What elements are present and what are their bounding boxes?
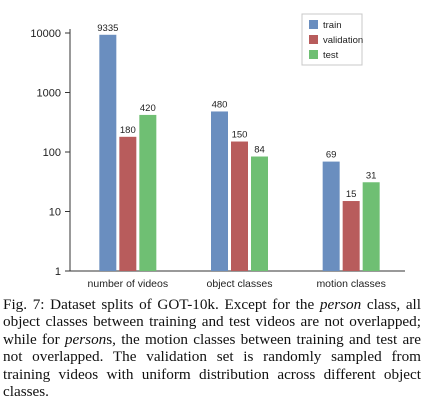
bar-value-label: 31 (366, 170, 377, 181)
x-axis-categories: number of videos object classes motion cla… (88, 278, 386, 290)
legend-label-train: train (323, 20, 341, 31)
bar-value-label: 180 (120, 125, 136, 136)
chart-legend: train validation test (301, 13, 363, 66)
y-tick-label: 100 (43, 147, 61, 159)
legend-swatch-test (309, 50, 318, 59)
bar-validation (231, 141, 248, 271)
bar-value-label: 480 (212, 99, 228, 110)
caption-text-1: Fig. 7: Dataset splits of GOT-10k. Excep… (3, 296, 320, 313)
x-category-label: number of videos (88, 278, 169, 290)
bar-validation (342, 201, 360, 271)
x-category-label: motion classes (316, 278, 385, 290)
y-axis-ticks: 1 10 100 1000 10000 (30, 28, 70, 278)
legend-label-validation: validation (323, 35, 363, 46)
bar-value-label: 15 (346, 189, 357, 200)
bar-test (139, 114, 157, 272)
bar-validation (119, 136, 137, 271)
caption-text-3: s, the motion classes between training a… (3, 330, 421, 401)
x-category-label: object classes (207, 278, 273, 290)
legend-swatch-validation (309, 35, 318, 44)
bar-test (362, 182, 380, 271)
bar-value-label: 9335 (97, 23, 118, 34)
y-tick-label: 1000 (37, 88, 61, 100)
chart-bars: 9335 180 420 480 150 84 69 15 31 (97, 23, 380, 272)
bar-train (211, 111, 228, 271)
y-tick-label: 10 (49, 207, 61, 219)
bar-train (99, 34, 117, 271)
caption-emphasis-person-2: person (64, 330, 107, 348)
bar-value-label: 84 (254, 145, 265, 156)
bar-value-label: 150 (232, 130, 248, 141)
bar-train (322, 161, 340, 271)
y-tick-label: 10000 (30, 28, 61, 40)
legend-swatch-train (309, 20, 318, 29)
legend-label-test: test (323, 50, 339, 61)
y-tick-label: 1 (55, 266, 61, 278)
caption-emphasis-person-1: person (319, 296, 362, 313)
bar-chart: 1 10 100 1000 10000 9335 180 420 480 150 84 69 15 31… (30, 13, 405, 290)
caption-text-2: class, all object classes between traini… (3, 296, 421, 348)
figure-caption: Fig. 7: Dataset splits of GOT-10k. Excep… (3, 296, 421, 400)
bar-value-label: 69 (326, 150, 337, 161)
bar-test (251, 156, 268, 271)
bar-value-label: 420 (140, 103, 156, 114)
